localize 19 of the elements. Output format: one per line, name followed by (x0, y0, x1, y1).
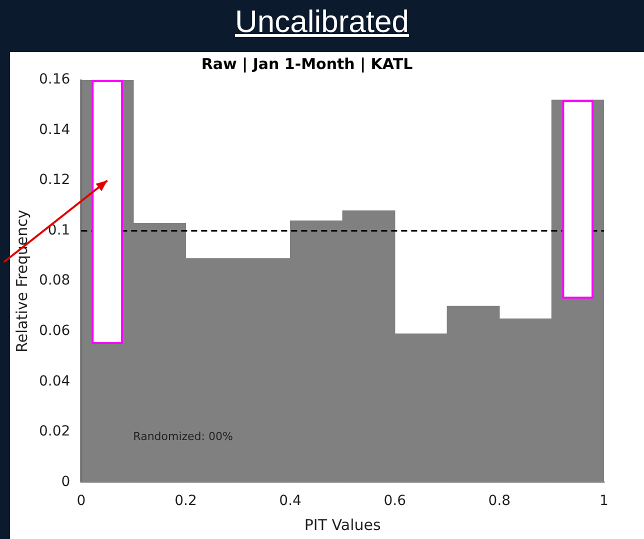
y-tick-label: 0.06 (39, 323, 70, 340)
x-tick-label: 0.2 (174, 493, 197, 510)
chart-title: Raw | Jan 1-Month | KATL (201, 54, 414, 73)
y-tick-label: 0.14 (39, 122, 70, 138)
x-axis-title: PIT Values (304, 516, 381, 534)
y-tick-label: 0.08 (39, 272, 70, 289)
x-tick-label: 0.4 (279, 493, 302, 510)
x-tick-label: 1 (600, 493, 608, 510)
chart-subtitle: Uncalibrated (234, 4, 410, 40)
x-tick-label: 0.6 (384, 493, 406, 510)
y-axis-title: Relative Frequency (12, 210, 31, 352)
annotation: Randomized: 00% (133, 430, 233, 444)
x-tick-label: 0.8 (488, 493, 511, 510)
y-tick-label: 0.16 (39, 72, 70, 88)
y-tick-label: 0.12 (39, 172, 70, 188)
y-tick-label: 0.04 (39, 373, 70, 390)
x-tick-label: 0 (76, 493, 86, 510)
y-tick-label: 0.02 (39, 424, 70, 440)
y-tick-label: 0 (61, 474, 70, 490)
